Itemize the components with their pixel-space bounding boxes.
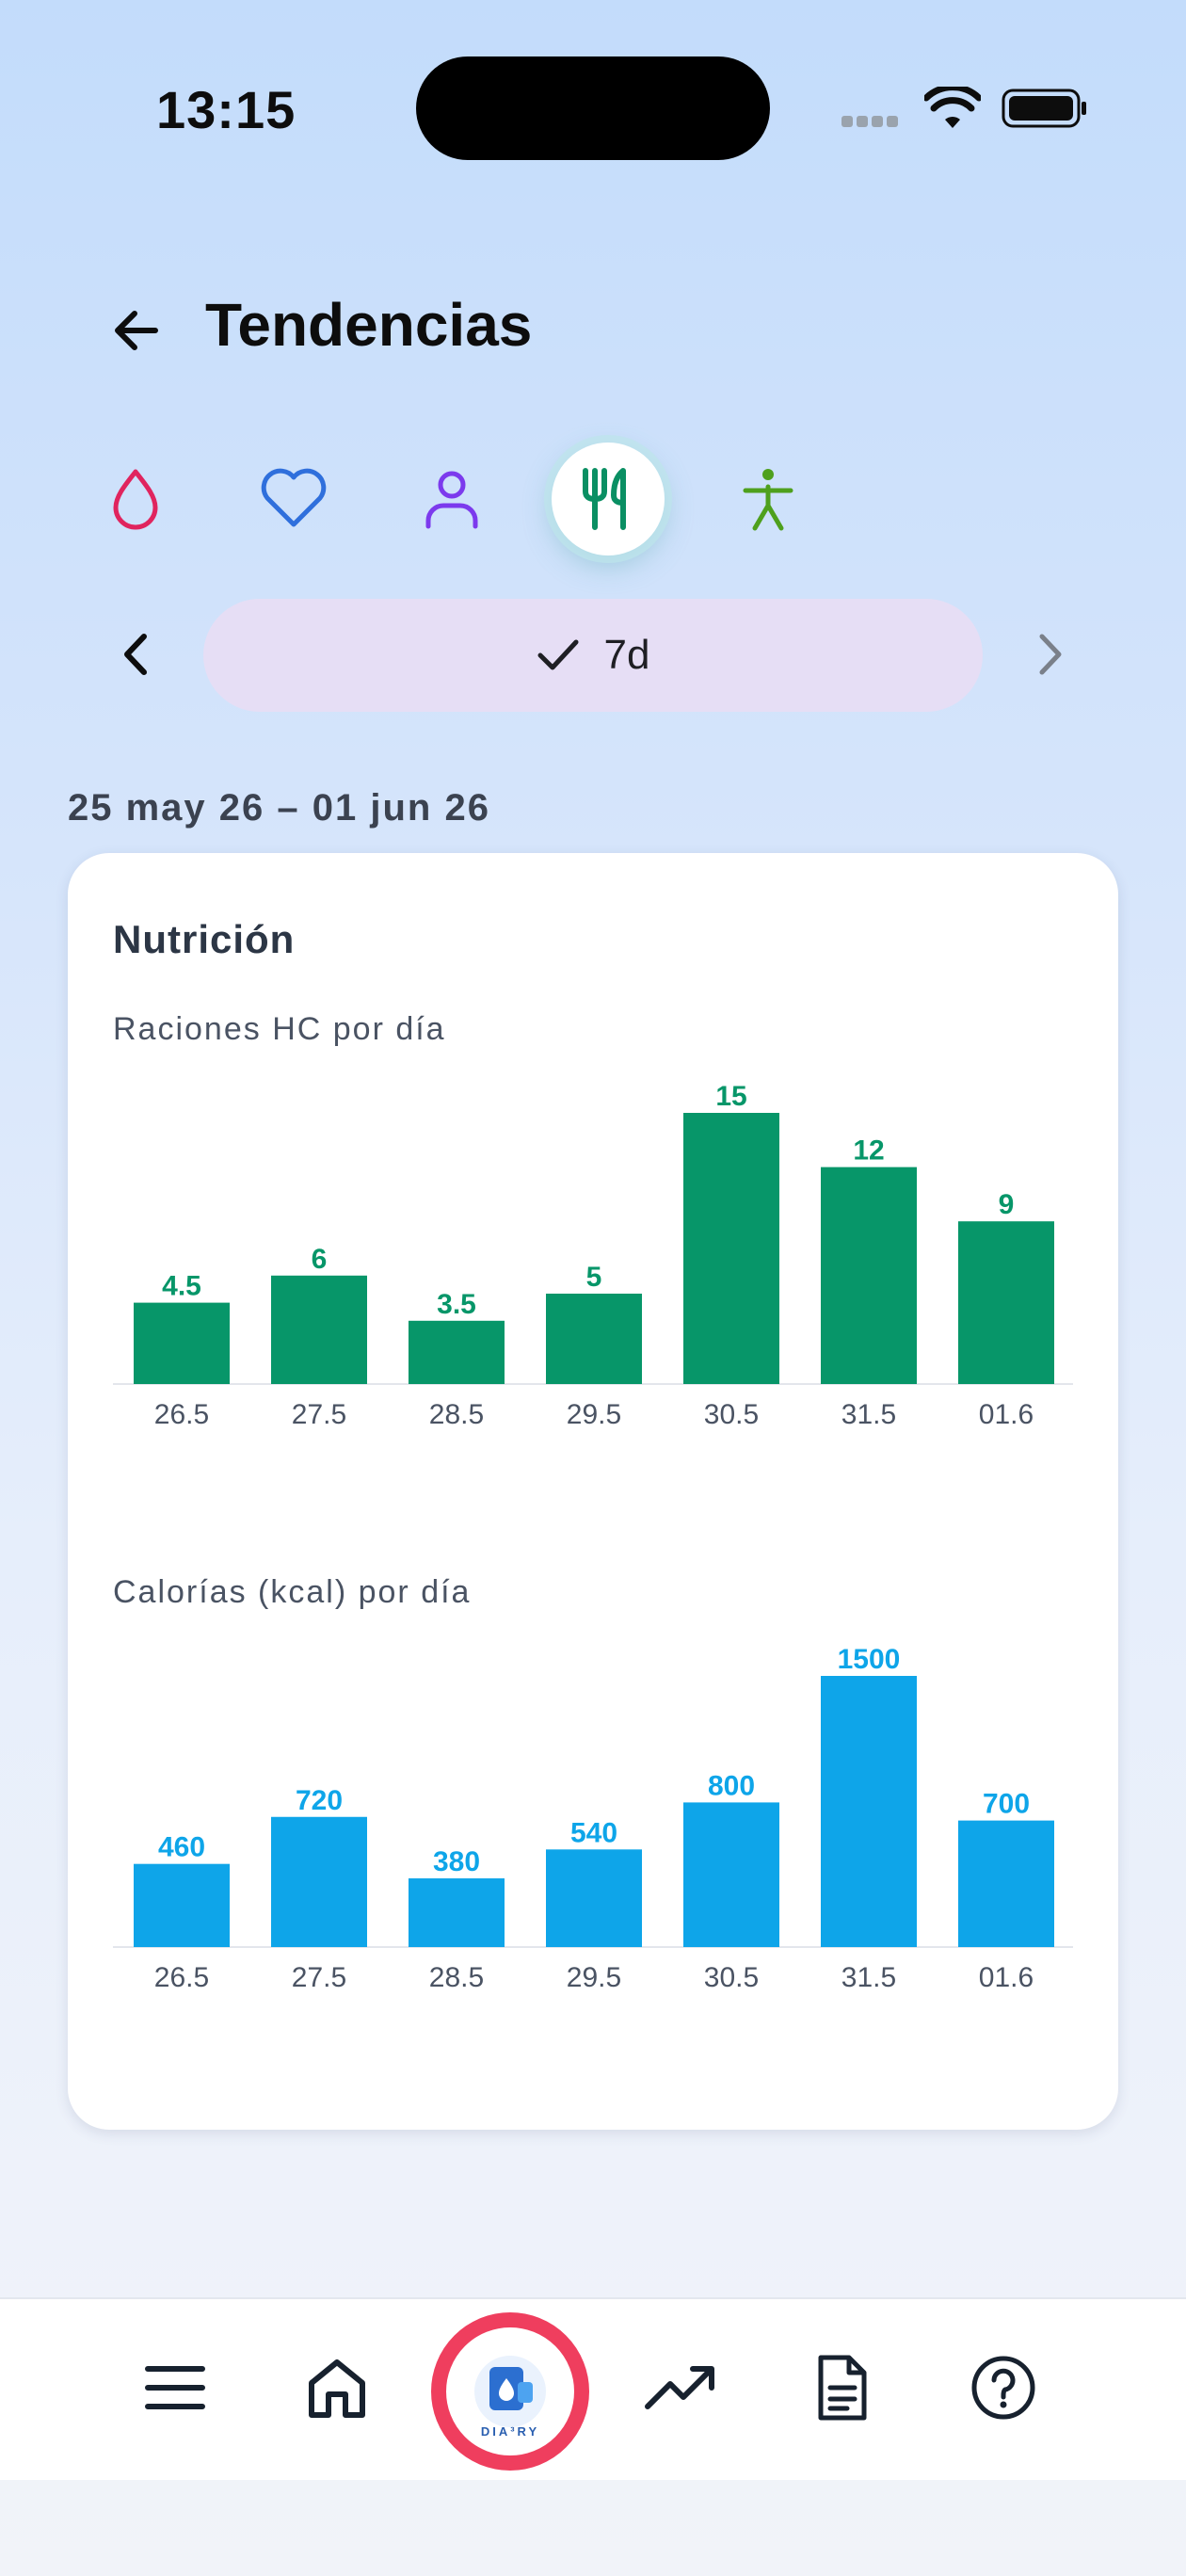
value-label-0-3: 5 [586, 1262, 602, 1293]
tick-label-0-4: 30.5 [704, 1399, 759, 1430]
document-icon [818, 2355, 867, 2421]
status-time: 13:15 [156, 80, 296, 139]
page-title: Tendencias [205, 291, 533, 359]
tick-label-0-5: 31.5 [841, 1399, 896, 1430]
back-button[interactable] [104, 298, 169, 363]
bar-1-5 [821, 1676, 917, 1947]
period-selector[interactable]: 7d [203, 599, 983, 712]
calories-chart-title: Calorías (kcal) por día [113, 1574, 472, 1610]
nav-diary-button[interactable]: DIA³RY [431, 2312, 589, 2471]
calories-bar-chart: 460 26.5 720 27.5 380 28.5 540 29.5 800 30.5 1500 3… [113, 1644, 1073, 1993]
value-label-1-4: 800 [708, 1770, 755, 1801]
arrow-left-icon [115, 311, 158, 350]
diary-logo-text: DIA³RY [480, 2424, 540, 2439]
bar-0-4 [683, 1113, 779, 1384]
bar-0-1 [271, 1275, 367, 1384]
tick-label-0-3: 29.5 [567, 1399, 621, 1430]
menu-icon [145, 2366, 205, 2409]
bar-1-1 [271, 1816, 367, 1947]
value-label-0-4: 15 [715, 1081, 746, 1112]
bar-1-4 [683, 1802, 779, 1947]
drop-icon [113, 469, 158, 530]
date-range: 25 may 26 – 01 jun 26 [68, 787, 490, 829]
value-label-0-5: 12 [853, 1135, 884, 1167]
carbs-bar-chart: 4.5 26.5 6 27.5 3.5 28.5 5 29.5 15 30.5 12 31.5 9 01.… [113, 1081, 1073, 1430]
person-icon [425, 471, 478, 529]
tick-label-1-5: 31.5 [841, 1962, 896, 1993]
category-glucose-button[interactable] [79, 443, 192, 555]
bar-1-2 [409, 1878, 505, 1947]
bar-0-3 [546, 1294, 642, 1384]
nav-menu-button[interactable] [128, 2341, 222, 2435]
value-label-1-3: 540 [570, 1817, 617, 1848]
card-title: Nutrición [113, 917, 296, 961]
value-label-0-0: 4.5 [162, 1271, 201, 1302]
value-label-1-0: 460 [158, 1832, 205, 1863]
bar-1-6 [958, 1820, 1054, 1947]
tick-label-0-2: 28.5 [429, 1399, 484, 1430]
category-activity-button[interactable] [712, 443, 825, 555]
value-label-1-6: 700 [983, 1789, 1030, 1820]
tick-label-0-6: 01.6 [979, 1399, 1034, 1430]
category-nutrition-button[interactable] [552, 443, 665, 555]
previous-period-button[interactable] [104, 621, 169, 687]
bar-0-6 [958, 1221, 1054, 1384]
tick-label-0-0: 26.5 [154, 1399, 209, 1430]
heart-icon [261, 468, 327, 527]
fork-knife-icon [583, 468, 626, 530]
chevron-right-icon [1039, 634, 1062, 675]
checkmark-icon [537, 639, 579, 670]
nav-trends-button[interactable] [634, 2341, 729, 2435]
value-label-1-1: 720 [296, 1785, 343, 1816]
tick-label-1-4: 30.5 [704, 1962, 759, 1993]
chevron-left-icon [124, 634, 147, 675]
value-label-0-2: 3.5 [437, 1289, 476, 1320]
trending-up-icon [645, 2366, 714, 2409]
value-label-1-2: 380 [433, 1846, 480, 1877]
cellular-signal-icon [841, 115, 902, 132]
tick-label-1-0: 26.5 [154, 1962, 209, 1993]
wifi-icon [924, 87, 981, 128]
carbs-chart-title: Raciones HC por día [113, 1011, 446, 1047]
home-icon [309, 2359, 365, 2418]
bar-0-0 [134, 1302, 230, 1384]
value-label-1-5: 1500 [838, 1644, 901, 1675]
bar-1-3 [546, 1849, 642, 1947]
help-circle-icon [971, 2356, 1035, 2420]
tick-label-1-6: 01.6 [979, 1962, 1034, 1993]
dynamic-island [416, 56, 770, 160]
period-label: 7d [603, 632, 650, 678]
nav-home-button[interactable] [290, 2341, 384, 2435]
category-weight-button[interactable] [395, 443, 508, 555]
tick-label-1-3: 29.5 [567, 1962, 621, 1993]
bar-0-5 [821, 1167, 917, 1384]
tick-label-1-2: 28.5 [429, 1962, 484, 1993]
value-label-0-6: 9 [999, 1189, 1015, 1220]
tick-label-1-1: 27.5 [292, 1962, 346, 1993]
bar-1-0 [134, 1863, 230, 1947]
battery-icon [1002, 89, 1086, 128]
diary-logo-icon [474, 2356, 546, 2427]
value-label-0-1: 6 [312, 1244, 328, 1275]
nav-help-button[interactable] [956, 2341, 1050, 2435]
category-heart-button[interactable] [237, 443, 350, 555]
figure-icon [743, 469, 793, 531]
nutrition-card: Nutrición Raciones HC por día 4.5 26.5 6 27… [68, 853, 1118, 2130]
bar-0-2 [409, 1320, 505, 1384]
next-period-button[interactable] [1017, 621, 1082, 687]
tick-label-0-1: 27.5 [292, 1399, 346, 1430]
nav-reports-button[interactable] [794, 2341, 889, 2435]
